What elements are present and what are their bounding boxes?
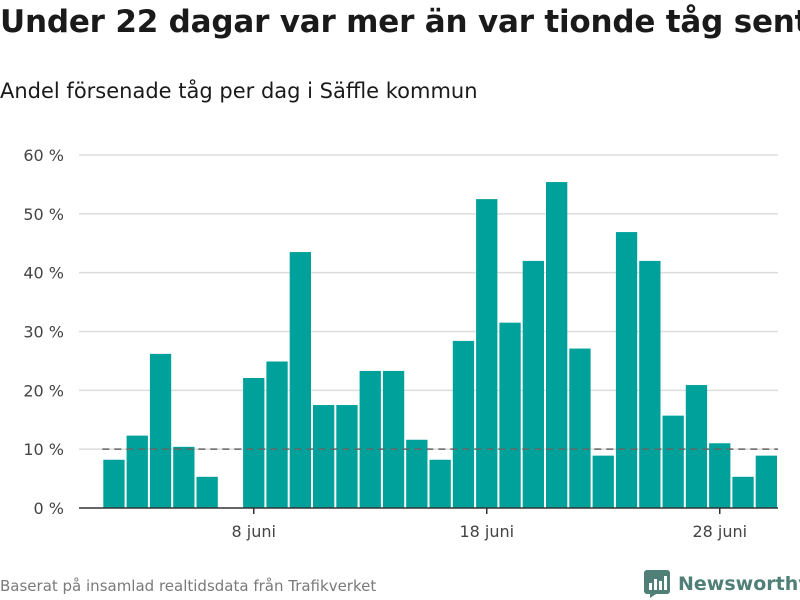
y-tick-label: 50 % [23, 205, 64, 224]
y-tick-label: 20 % [23, 381, 64, 400]
bar [126, 435, 148, 508]
bar [499, 322, 521, 508]
x-tick-label: 8 juni [232, 522, 276, 541]
bar [149, 353, 172, 508]
gridlines [79, 154, 778, 450]
newsworthy-logo-icon [644, 570, 670, 598]
y-axis-tick-labels: 0 % 10 % 20 % 30 % 40 % 50 % 60 % [23, 146, 64, 518]
bar [522, 260, 544, 508]
bars [103, 182, 777, 509]
bar [429, 459, 451, 508]
y-tick-label: 30 % [23, 323, 64, 342]
bar [452, 340, 475, 508]
bar [546, 182, 568, 508]
x-tick-label: 28 juni [692, 522, 747, 541]
bar [732, 476, 754, 508]
bar [406, 439, 428, 508]
chart-subtitle: Andel försenade tåg per dag i Säffle kom… [0, 79, 478, 103]
logo-text: Newsworthy [678, 573, 800, 595]
y-tick-label: 0 % [34, 499, 64, 518]
x-tick-label: 18 juni [459, 522, 514, 541]
bar [615, 232, 638, 509]
bar [755, 455, 777, 508]
y-tick-label: 60 % [23, 146, 64, 165]
bar [685, 385, 708, 508]
newsworthy-logo[interactable]: Newsworthy [644, 568, 800, 600]
bar [709, 443, 731, 508]
bar [359, 370, 381, 508]
chart-title: Under 22 dagar var mer än var tionde tåg… [0, 4, 800, 40]
x-axis: 8 juni 18 juni 28 juni [79, 507, 778, 541]
bar [103, 459, 125, 508]
bar [173, 446, 195, 508]
source-note: Baserat på insamlad realtidsdata från Tr… [0, 577, 377, 595]
y-tick-label: 40 % [23, 264, 64, 283]
bar [266, 361, 288, 508]
bar [243, 377, 265, 508]
y-tick-label: 10 % [23, 440, 64, 459]
bar [662, 415, 684, 508]
bar [639, 260, 661, 508]
bar [569, 348, 591, 508]
bar [313, 405, 335, 508]
bar [476, 199, 498, 508]
bar [382, 370, 405, 508]
bar [336, 405, 358, 508]
bar [592, 455, 614, 508]
bar [289, 252, 311, 508]
bar [196, 476, 218, 508]
